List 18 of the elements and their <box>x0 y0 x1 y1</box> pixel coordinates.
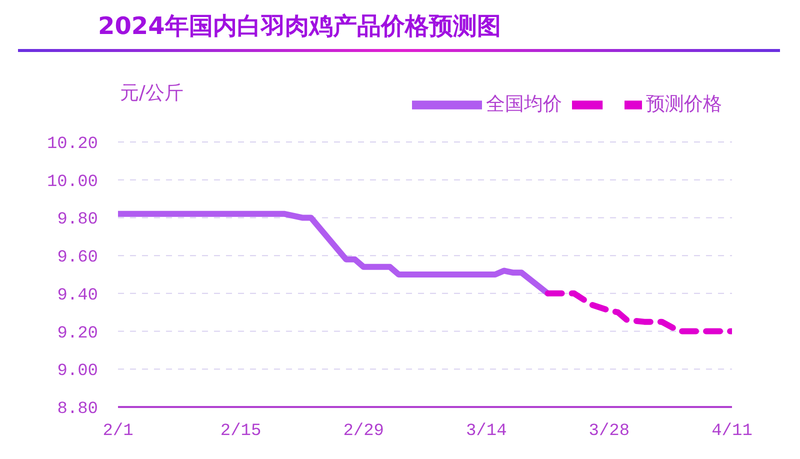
x-tick-label: 2/1 <box>102 422 134 442</box>
y-tick-label: 10.20 <box>46 135 98 154</box>
y-tick-label: 10.00 <box>46 172 98 192</box>
chart-title: 2024年国内白羽肉鸡产品价格预测图 <box>97 11 502 42</box>
y-tick-label: 9.20 <box>57 324 98 344</box>
y-axis-title: 元/公斤 <box>120 81 184 106</box>
x-tick-label: 4/11 <box>712 422 752 442</box>
y-tick-label: 9.00 <box>57 362 98 382</box>
y-tick-label: 9.40 <box>57 286 98 306</box>
x-tick-label: 3/28 <box>588 422 630 442</box>
y-tick-label: 8.80 <box>57 400 98 420</box>
x-tick-label: 2/29 <box>343 422 384 442</box>
y-tick-label: 9.80 <box>57 210 98 230</box>
x-tick-label: 3/14 <box>466 422 507 442</box>
legend-label: 预测价格 <box>646 93 722 116</box>
legend-label: 全国均价 <box>486 93 562 116</box>
x-tick-label: 2/15 <box>220 422 262 442</box>
y-tick-label: 9.60 <box>57 248 98 268</box>
